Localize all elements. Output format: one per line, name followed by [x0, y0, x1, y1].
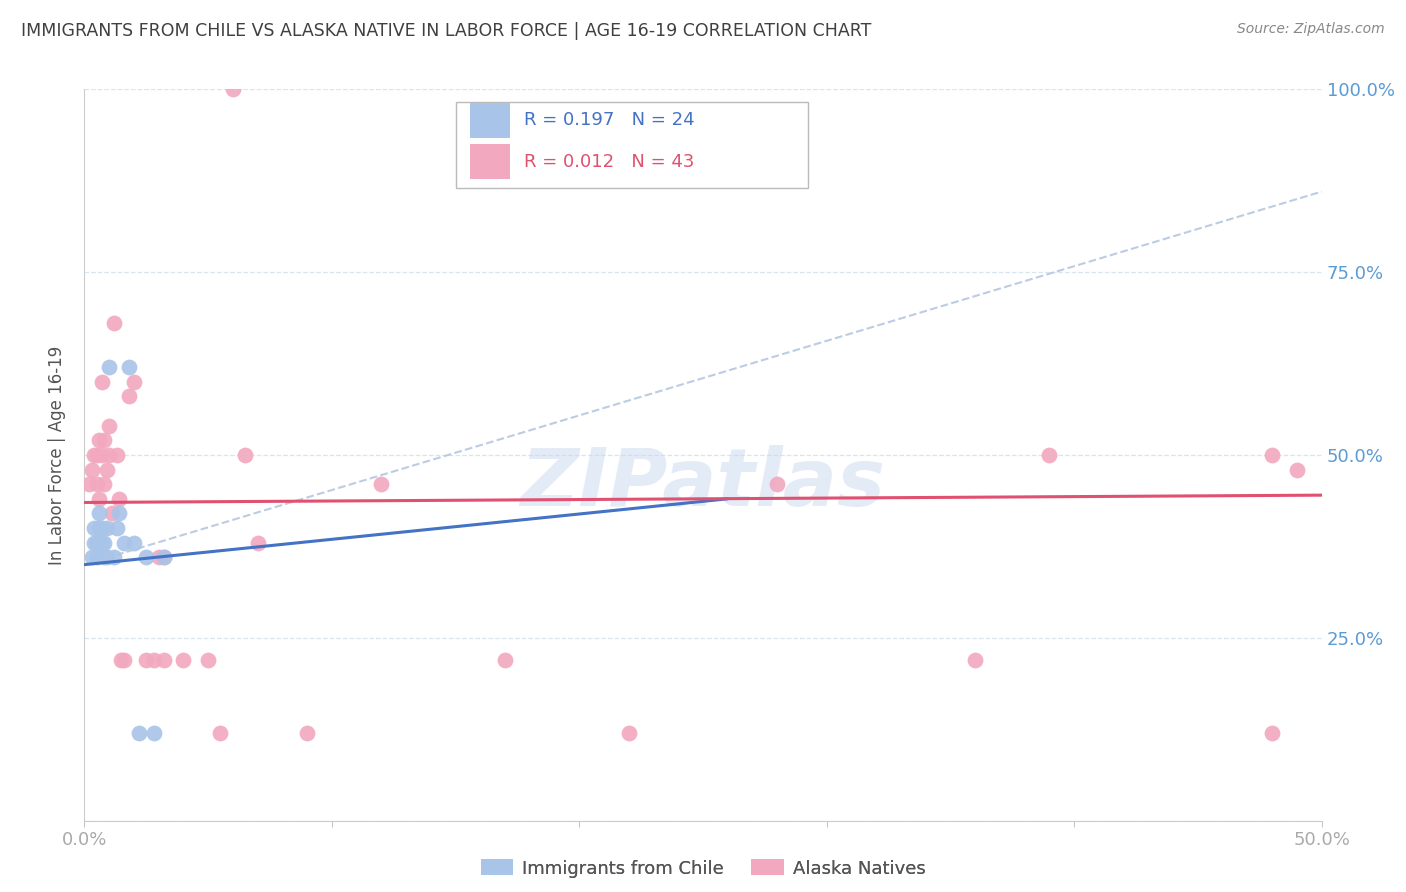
Point: [110, 653, 132, 667]
Text: ZIPatlas: ZIPatlas: [520, 445, 886, 524]
Point: [233, 448, 256, 462]
Point: [86, 535, 108, 549]
Point: [172, 653, 194, 667]
Point: [93, 550, 115, 565]
Point: [90, 535, 112, 549]
Point: [89, 491, 111, 506]
Point: [965, 653, 987, 667]
Point: [128, 726, 150, 740]
Point: [142, 726, 165, 740]
Point: [295, 726, 318, 740]
Point: [93, 477, 115, 491]
Point: [96, 521, 118, 535]
Point: [108, 491, 131, 506]
Point: [80, 550, 103, 565]
Point: [494, 653, 516, 667]
Point: [108, 507, 131, 521]
Point: [617, 726, 640, 740]
Point: [96, 462, 118, 476]
Point: [100, 507, 122, 521]
Point: [122, 375, 145, 389]
Point: [148, 550, 170, 565]
Point: [89, 521, 111, 535]
Point: [118, 389, 141, 403]
Point: [135, 550, 157, 565]
Y-axis label: In Labor Force | Age 16-19: In Labor Force | Age 16-19: [48, 345, 66, 565]
Legend: Immigrants from Chile, Alaska Natives: Immigrants from Chile, Alaska Natives: [474, 852, 932, 885]
Point: [1261, 726, 1284, 740]
Point: [105, 448, 128, 462]
Point: [98, 360, 121, 375]
Point: [152, 550, 174, 565]
Point: [103, 316, 125, 330]
Text: R = 0.197   N = 24: R = 0.197 N = 24: [523, 112, 695, 129]
Point: [152, 550, 174, 565]
Bar: [471, 145, 510, 179]
Bar: [471, 103, 510, 138]
Point: [79, 477, 101, 491]
Point: [93, 434, 115, 448]
Point: [766, 477, 789, 491]
Text: IMMIGRANTS FROM CHILE VS ALASKA NATIVE IN LABOR FORCE | AGE 16-19 CORRELATION CH: IMMIGRANTS FROM CHILE VS ALASKA NATIVE I…: [21, 22, 872, 40]
FancyBboxPatch shape: [456, 102, 808, 188]
Point: [118, 360, 141, 375]
Point: [209, 726, 232, 740]
Point: [1038, 448, 1060, 462]
Point: [197, 653, 219, 667]
Point: [103, 550, 125, 565]
Point: [90, 448, 112, 462]
Point: [80, 462, 103, 476]
Point: [83, 521, 105, 535]
Point: [1261, 448, 1284, 462]
Point: [83, 535, 105, 549]
Text: R = 0.012   N = 43: R = 0.012 N = 43: [523, 153, 695, 170]
Point: [152, 653, 174, 667]
Point: [98, 448, 121, 462]
Point: [135, 653, 157, 667]
Point: [90, 521, 112, 535]
Point: [142, 653, 165, 667]
Point: [89, 507, 111, 521]
Point: [1285, 462, 1308, 476]
Point: [246, 535, 269, 549]
Point: [89, 434, 111, 448]
Point: [86, 477, 108, 491]
Point: [98, 418, 121, 433]
Point: [86, 550, 108, 565]
Point: [90, 375, 112, 389]
Point: [222, 82, 245, 96]
Point: [122, 535, 145, 549]
Point: [112, 535, 135, 549]
Point: [86, 448, 108, 462]
Point: [83, 448, 105, 462]
Point: [112, 653, 135, 667]
Point: [96, 550, 118, 565]
Text: Source: ZipAtlas.com: Source: ZipAtlas.com: [1237, 22, 1385, 37]
Point: [370, 477, 392, 491]
Point: [93, 535, 115, 549]
Point: [105, 521, 128, 535]
